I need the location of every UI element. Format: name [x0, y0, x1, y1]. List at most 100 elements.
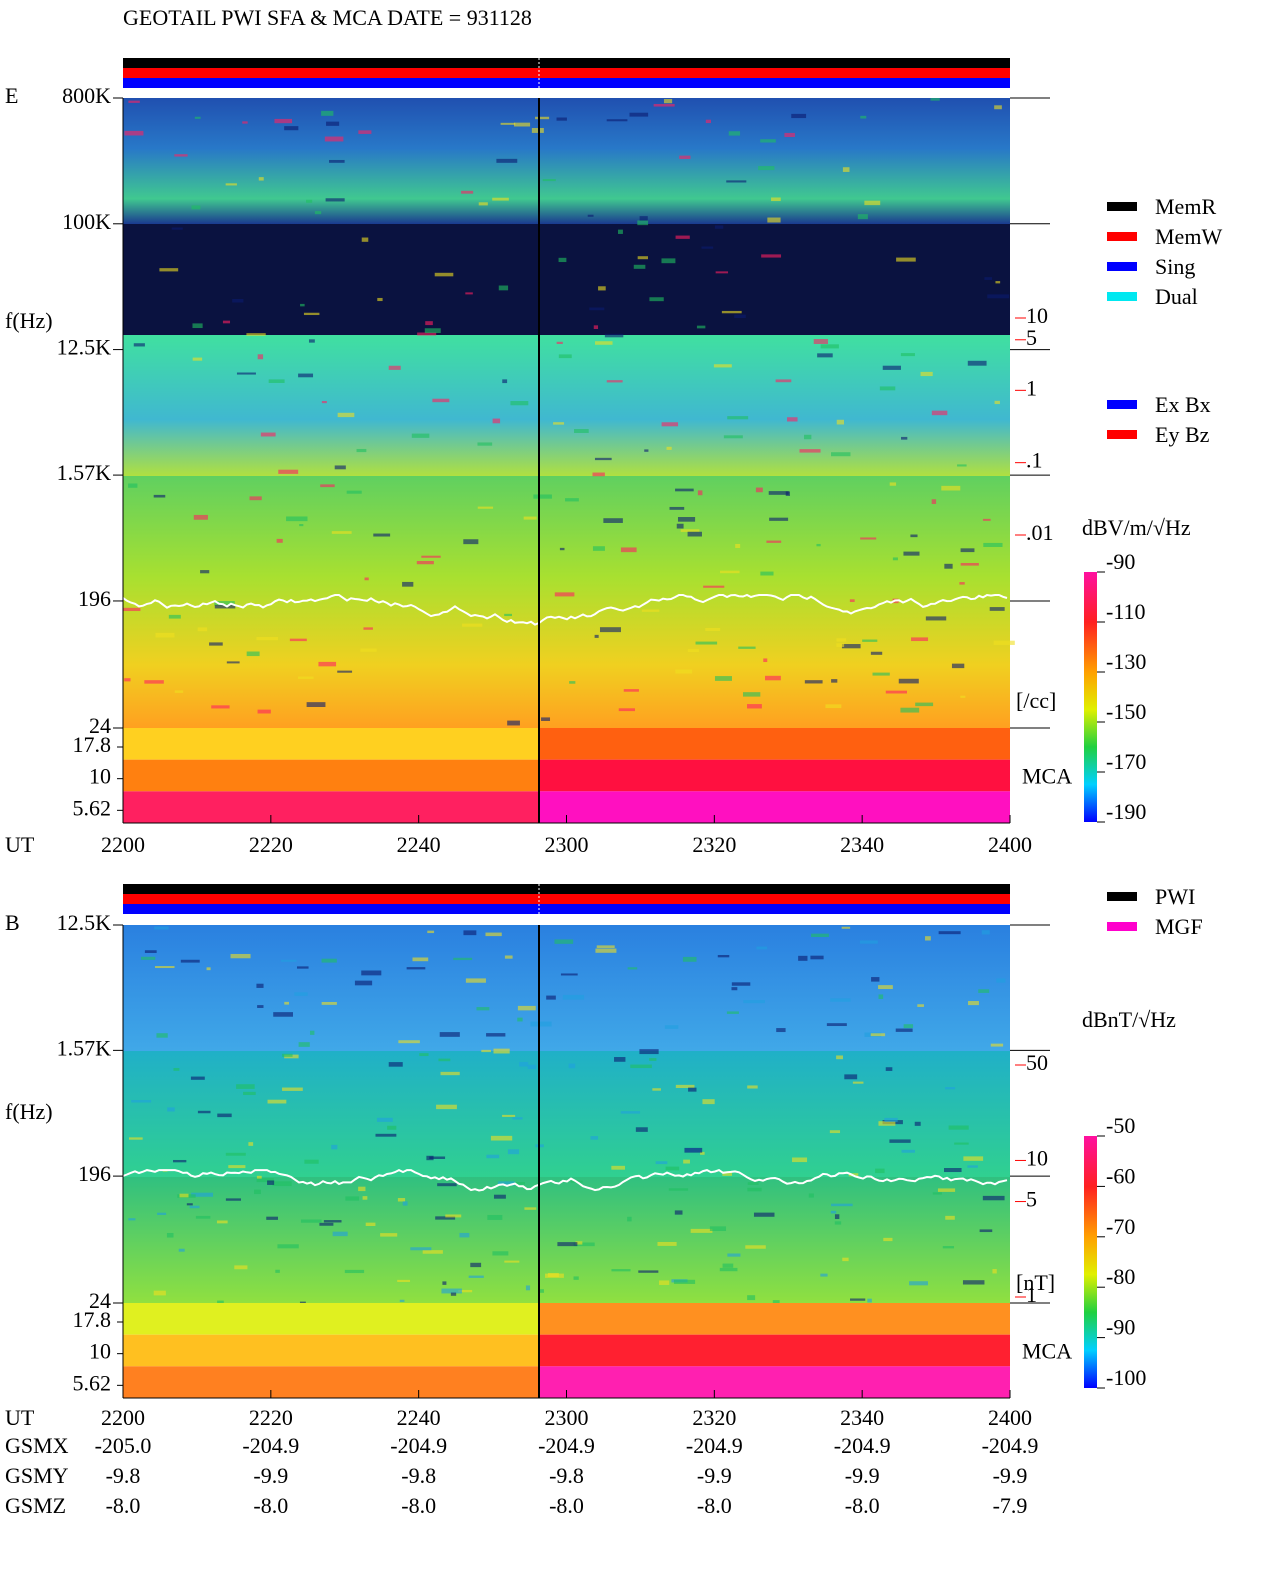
spectrogram-noise — [159, 268, 179, 272]
spectrogram-noise — [727, 416, 749, 420]
spectrogram-noise — [268, 379, 285, 383]
spectrogram-noise — [321, 400, 327, 404]
spectrogram-noise — [486, 1154, 500, 1159]
panel-label: E — [5, 83, 18, 108]
spectrogram-noise — [721, 310, 742, 314]
spectrogram-noise — [960, 548, 975, 553]
spectrogram-noise — [492, 197, 509, 201]
spectrogram-noise — [356, 448, 367, 453]
legend-label: Ey Bz — [1155, 422, 1210, 447]
spectrogram-noise — [606, 380, 623, 383]
mca-tick-label: 17.8 — [73, 1307, 112, 1332]
spectrogram-noise — [810, 955, 824, 960]
mca-label: MCA — [1022, 764, 1072, 789]
colorbar — [1084, 572, 1097, 822]
spectrogram-noise — [323, 1220, 342, 1223]
spectrogram-noise — [299, 524, 304, 527]
spectrogram-noise — [666, 446, 672, 450]
spectrogram-noise — [225, 1198, 241, 1201]
spectrogram-band — [123, 1051, 1010, 1177]
spectrogram-noise — [701, 246, 714, 249]
spectrogram-noise — [429, 1156, 446, 1159]
spectrogram-noise — [324, 136, 344, 142]
spectrogram-noise — [294, 992, 308, 996]
spectrogram-noise — [889, 1139, 911, 1143]
spectrogram-noise — [573, 1276, 579, 1280]
spectrogram-noise — [574, 429, 589, 433]
spectrogram-noise — [273, 1012, 293, 1017]
spectrogram-noise — [825, 704, 842, 709]
spectrogram-noise — [284, 1001, 289, 1005]
spectrogram-noise — [419, 1053, 429, 1057]
spectrogram-noise — [982, 518, 991, 521]
status-bar — [123, 58, 1010, 68]
spectrogram-noise — [945, 1215, 955, 1220]
spectrogram-noise — [595, 341, 613, 345]
spectrogram-noise — [903, 1024, 914, 1029]
colorbar-tick-label: -80 — [1106, 1264, 1135, 1289]
spectrogram-noise — [669, 506, 685, 510]
spectrogram-noise — [254, 1189, 261, 1195]
spectrogram-noise — [507, 1149, 520, 1155]
y-tick-label: 12.5K — [57, 910, 112, 935]
spectrogram-noise — [249, 496, 262, 501]
spectrogram-noise — [942, 1246, 955, 1249]
spectrogram-noise — [440, 1071, 460, 1076]
spectrogram-noise — [841, 644, 861, 649]
spectrogram-noise — [742, 692, 761, 697]
spectrogram-noise — [785, 491, 791, 496]
spectrogram-noise — [256, 1175, 262, 1179]
spectrogram-noise — [830, 1210, 837, 1214]
spectrogram-noise — [925, 936, 931, 941]
spectrogram-noise — [465, 978, 486, 983]
spectrogram-noise — [620, 1111, 641, 1114]
y2-tick-label: 5 — [1026, 1187, 1037, 1212]
orbit-value: -9.8 — [401, 1463, 436, 1488]
spectrogram-noise — [668, 1188, 689, 1191]
spectrogram-noise — [458, 1289, 473, 1293]
colorbar-tick-label: -60 — [1106, 1163, 1135, 1188]
spectrogram-noise — [981, 930, 990, 935]
status-bar — [123, 78, 1010, 88]
legend-swatch — [1107, 892, 1137, 901]
spectrogram-noise — [870, 651, 883, 655]
mca-band — [539, 728, 1010, 760]
spectrogram-noise — [257, 709, 271, 714]
spectrogram-noise — [791, 113, 807, 119]
spectrogram-noise — [834, 1221, 842, 1225]
y-tick-label: 1.57K — [57, 460, 112, 485]
spectrogram-noise — [216, 1220, 228, 1224]
y-tick-label: 24 — [89, 713, 111, 738]
spectrogram-noise — [487, 1214, 503, 1220]
spectrogram-noise — [191, 205, 201, 210]
x-tick-label: 2400 — [988, 832, 1032, 857]
spectrogram-noise — [465, 292, 473, 295]
mca-band — [123, 728, 539, 760]
spectrogram-noise — [477, 506, 494, 509]
spectrogram-noise — [306, 702, 326, 708]
spectrogram-noise — [938, 931, 961, 935]
x-axis-label: UT — [5, 1405, 35, 1430]
spectrogram-noise — [434, 272, 454, 277]
legend-label: Dual — [1155, 284, 1198, 309]
spectrogram-noise — [852, 1081, 864, 1084]
spectrogram-noise — [337, 670, 353, 673]
spectrogram-noise — [173, 1067, 180, 1071]
spectrogram-noise — [989, 607, 1005, 611]
spectrogram-noise — [435, 1216, 456, 1220]
spectrogram-noise — [497, 1181, 515, 1186]
spectrogram-noise — [967, 1165, 978, 1168]
spectrogram-noise — [984, 277, 993, 280]
status-bar — [123, 884, 1010, 894]
orbit-label: GSMY — [5, 1463, 69, 1488]
x-tick-label: 2240 — [397, 832, 441, 857]
spectrogram-noise — [450, 1292, 457, 1296]
spectrogram-noise — [606, 119, 628, 122]
spectrogram-noise — [462, 623, 483, 627]
legend-swatch — [1107, 430, 1137, 439]
spectrogram-noise — [562, 994, 585, 1000]
status-bar — [123, 68, 1010, 78]
y-tick-label: 12.5K — [57, 335, 112, 360]
spectrogram-noise — [831, 1203, 853, 1207]
spectrogram-noise — [388, 1062, 403, 1067]
